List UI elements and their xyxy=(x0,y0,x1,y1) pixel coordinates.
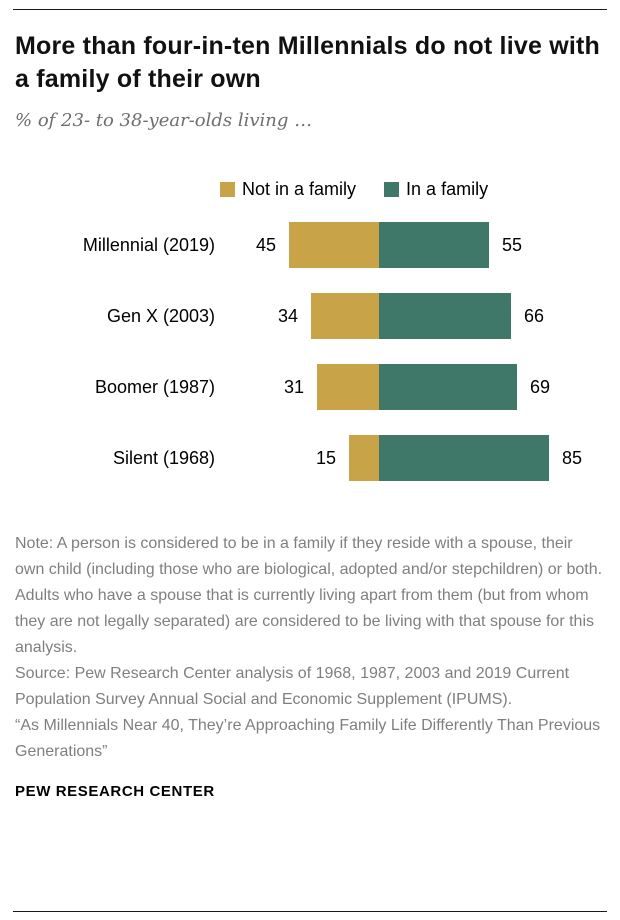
value-label-in-family: 69 xyxy=(530,376,551,397)
top-divider xyxy=(13,9,607,10)
value-label-not-in-family: 15 xyxy=(315,447,336,468)
bar-not-in-family xyxy=(317,364,379,410)
legend-swatch-icon xyxy=(384,182,400,197)
category-label: Boomer (1987) xyxy=(94,376,215,397)
chart-row: Gen X (2003) 34 66 xyxy=(15,293,605,339)
chart-row: Millennial (2019) 45 55 xyxy=(15,222,605,268)
bar-in-family xyxy=(379,435,549,481)
chart-legend: Not in a family In a family xyxy=(220,179,605,200)
bar-not-in-family xyxy=(349,435,379,481)
notes-block: Note: A person is considered to be in a … xyxy=(15,531,605,765)
bar-in-family xyxy=(379,293,511,339)
bar-not-in-family xyxy=(289,222,379,268)
legend-label: In a family xyxy=(406,179,489,199)
category-label: Millennial (2019) xyxy=(82,234,215,255)
page-title: More than four-in-ten Millennials do not… xyxy=(15,32,600,93)
report-title-text: “As Millennials Near 40, They’re Approac… xyxy=(15,717,601,760)
legend-label: Not in a family xyxy=(242,179,357,199)
chart-subtitle: % of 23- to 38-year-olds living … xyxy=(15,110,313,131)
value-label-in-family: 66 xyxy=(524,305,545,326)
bar-in-family xyxy=(379,364,517,410)
category-label: Silent (1968) xyxy=(112,447,215,468)
chart-row: Silent (1968) 15 85 xyxy=(15,435,605,481)
bar-chart: Millennial (2019) 45 55 Gen X (2003) 34 66 Boo… xyxy=(15,222,605,481)
bottom-divider xyxy=(13,911,607,912)
note-text: Note: A person is considered to be in a … xyxy=(15,535,603,656)
value-label-in-family: 55 xyxy=(502,234,523,255)
value-label-not-in-family: 34 xyxy=(277,305,298,326)
bar-in-family xyxy=(379,222,489,268)
chart-row: Boomer (1987) 31 69 xyxy=(15,364,605,410)
legend-item: Not in a family xyxy=(220,179,356,200)
footer-brand: PEW RESEARCH CENTER xyxy=(15,783,215,800)
legend-item: In a family xyxy=(384,179,488,200)
legend-swatch-icon xyxy=(220,182,235,197)
value-label-not-in-family: 45 xyxy=(255,234,276,255)
value-label-not-in-family: 31 xyxy=(283,376,304,397)
value-label-in-family: 85 xyxy=(562,447,583,468)
source-text: Source: Pew Research Center analysis of … xyxy=(15,665,570,708)
category-label: Gen X (2003) xyxy=(106,305,215,326)
bar-not-in-family xyxy=(311,293,379,339)
